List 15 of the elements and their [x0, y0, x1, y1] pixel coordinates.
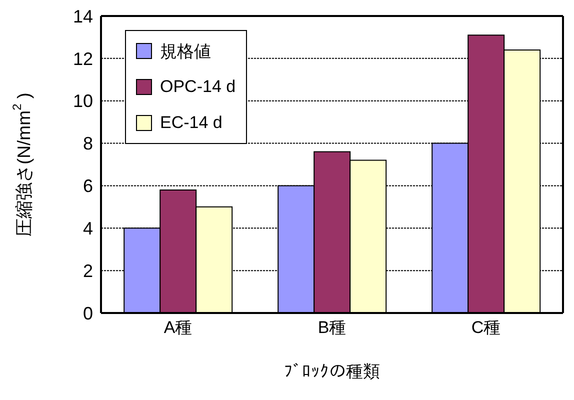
legend-label: OPC-14 d — [160, 77, 236, 97]
y-tick-label: 12 — [72, 48, 93, 69]
y-tick-label: 14 — [72, 6, 93, 26]
y-tick-label: 10 — [72, 91, 93, 112]
legend-label: 規格値 — [160, 40, 211, 62]
y-tick-label: 6 — [82, 176, 93, 196]
x-tick-label: C種 — [471, 318, 501, 338]
x-axis-title: ﾌﾞﾛｯｸの種類 — [284, 362, 380, 381]
y-tick-label: 0 — [82, 303, 93, 324]
y-tick-label: 8 — [82, 134, 93, 154]
x-tick-label: B種 — [318, 318, 346, 338]
y-tick-label: 4 — [82, 218, 93, 239]
y-tick-label: 2 — [82, 260, 93, 281]
legend-label: EC-14 d — [160, 113, 222, 133]
x-tick-label: A種 — [164, 318, 192, 338]
